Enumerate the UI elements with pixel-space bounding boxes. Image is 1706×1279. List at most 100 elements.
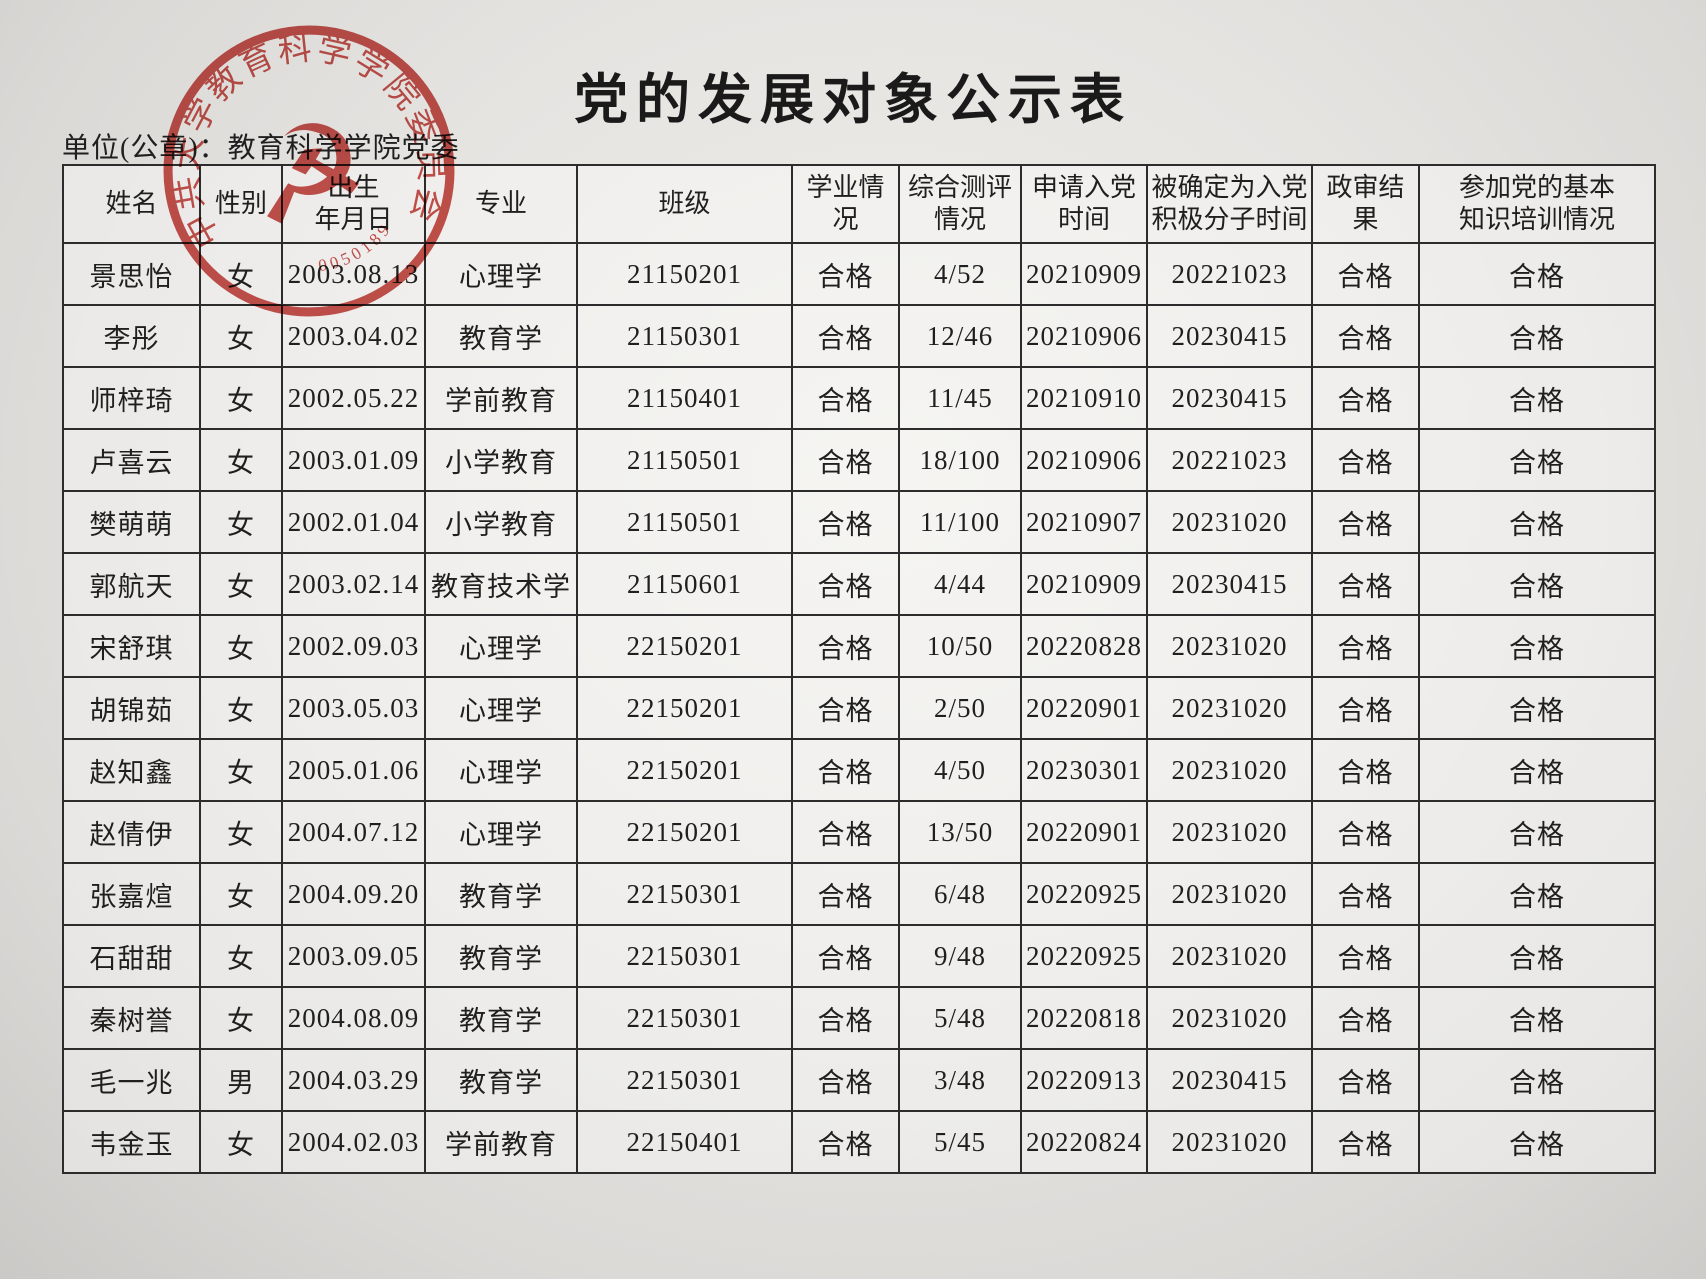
table-cell: 20220824 xyxy=(1020,1110,1148,1174)
table-cell: 合格 xyxy=(1311,304,1420,368)
table-cell: 20230301 xyxy=(1020,738,1148,802)
table-cell: 教育学 xyxy=(424,986,578,1050)
table-cell: 心理学 xyxy=(424,738,578,802)
table-cell: 21150501 xyxy=(576,490,793,554)
table-cell: 女 xyxy=(199,1110,283,1174)
table-row: 樊萌萌女 2002.01.04 小学教育 21150501 合格 11/100 202109… xyxy=(62,490,1656,554)
table-cell: 4/52 xyxy=(898,242,1022,306)
table-cell: 女 xyxy=(199,490,283,554)
table-cell: 22150301 xyxy=(576,862,793,926)
table-cell: 20210909 xyxy=(1020,552,1148,616)
table-cell: 学前教育 xyxy=(424,1110,578,1174)
table-cell: 2003.02.14 xyxy=(281,552,426,616)
table-cell: 20221023 xyxy=(1146,242,1313,306)
page-title: 党的发展对象公示表 xyxy=(574,70,1132,130)
table-row: 师梓琦女 2002.05.22 学前教育 21150401 合格 11/45 2021091… xyxy=(62,366,1656,430)
column-header: 出生 年月日 xyxy=(281,164,426,244)
table-cell: 20220818 xyxy=(1020,986,1148,1050)
table-cell: 20231020 xyxy=(1146,490,1313,554)
column-header: 专业 xyxy=(424,164,578,244)
table-cell: 20221023 xyxy=(1146,428,1313,492)
table-cell: 20231020 xyxy=(1146,924,1313,988)
table-cell: 21150601 xyxy=(576,552,793,616)
table-cell: 秦树誉 xyxy=(62,986,201,1050)
table-cell: 合格 xyxy=(1311,242,1420,306)
table-cell: 女 xyxy=(199,614,283,678)
table-cell: 2/50 xyxy=(898,676,1022,740)
table-cell: 22150401 xyxy=(576,1110,793,1174)
table-cell: 2004.09.20 xyxy=(281,862,426,926)
table-cell: 教育学 xyxy=(424,304,578,368)
table-cell: 合格 xyxy=(791,738,900,802)
table-cell: 合格 xyxy=(791,676,900,740)
table-cell: 21150401 xyxy=(576,366,793,430)
table-cell: 合格 xyxy=(1418,428,1656,492)
table-cell: 合格 xyxy=(1311,1110,1420,1174)
table-cell: 22150301 xyxy=(576,986,793,1050)
table-cell: 男 xyxy=(199,1048,283,1112)
table-cell: 卢喜云 xyxy=(62,428,201,492)
table-row: 赵知鑫女 2005.01.06 心理学 22150201 合格 4/50 20230301 2… xyxy=(62,738,1656,802)
table-cell: 13/50 xyxy=(898,800,1022,864)
table-cell: 合格 xyxy=(1418,1110,1656,1174)
table-cell: 18/100 xyxy=(898,428,1022,492)
table-cell: 11/100 xyxy=(898,490,1022,554)
table-cell: 教育学 xyxy=(424,924,578,988)
table-cell: 20231020 xyxy=(1146,1110,1313,1174)
table-cell: 合格 xyxy=(1418,614,1656,678)
table-row: 石甜甜女 2003.09.05 教育学 22150301 合格 9/48 20220925 2… xyxy=(62,924,1656,988)
table-row: 宋舒琪女 2002.09.03 心理学 22150201 合格 10/50 20220828… xyxy=(62,614,1656,678)
table-cell: 2003.01.09 xyxy=(281,428,426,492)
table-cell: 合格 xyxy=(791,986,900,1050)
table-cell: 女 xyxy=(199,676,283,740)
table-cell: 心理学 xyxy=(424,800,578,864)
table-cell: 21150201 xyxy=(576,242,793,306)
table-cell: 合格 xyxy=(791,490,900,554)
header-row: 姓名 性别 出生 年月日 专业 班级 学业情况 综合测评 情况 申请入党 时间 被确定为入党 积… xyxy=(62,164,1656,244)
table-cell: 合格 xyxy=(1311,552,1420,616)
table-cell: 女 xyxy=(199,924,283,988)
table-cell: 2003.09.05 xyxy=(281,924,426,988)
table-cell: 2003.05.03 xyxy=(281,676,426,740)
table-cell: 12/46 xyxy=(898,304,1022,368)
table-cell: 学前教育 xyxy=(424,366,578,430)
table-cell: 女 xyxy=(199,800,283,864)
table-cell: 樊萌萌 xyxy=(62,490,201,554)
table-cell: 2005.01.06 xyxy=(281,738,426,802)
table-cell: 20220925 xyxy=(1020,862,1148,926)
table-cell: 2002.05.22 xyxy=(281,366,426,430)
table-cell: 21150301 xyxy=(576,304,793,368)
table-cell: 合格 xyxy=(1418,924,1656,988)
table-cell: 20210909 xyxy=(1020,242,1148,306)
table-row: 李彤女 2003.04.02 教育学 21150301 合格 12/46 20210906 2… xyxy=(62,304,1656,368)
table-cell: 4/44 xyxy=(898,552,1022,616)
table-cell: 合格 xyxy=(791,242,900,306)
table-cell: 6/48 xyxy=(898,862,1022,926)
table-cell: 合格 xyxy=(1418,800,1656,864)
table-cell: 合格 xyxy=(791,366,900,430)
table-cell: 2003.04.02 xyxy=(281,304,426,368)
table-cell: 4/50 xyxy=(898,738,1022,802)
table-cell: 合格 xyxy=(1418,676,1656,740)
table-row: 张嘉煊女 2004.09.20 教育学 22150301 合格 6/48 20220925 2… xyxy=(62,862,1656,926)
table-cell: 女 xyxy=(199,366,283,430)
table-cell: 20231020 xyxy=(1146,738,1313,802)
table-cell: 2004.07.12 xyxy=(281,800,426,864)
table-cell: 心理学 xyxy=(424,242,578,306)
table-cell: 20210906 xyxy=(1020,304,1148,368)
table-cell: 20210906 xyxy=(1020,428,1148,492)
candidates-table: 姓名 性别 出生 年月日 专业 班级 学业情况 综合测评 情况 申请入党 时间 被确定为入党 积… xyxy=(62,164,1656,1174)
table-cell: 合格 xyxy=(791,800,900,864)
table-cell: 心理学 xyxy=(424,676,578,740)
table-cell: 合格 xyxy=(791,552,900,616)
table-cell: 赵倩伊 xyxy=(62,800,201,864)
table-cell: 教育学 xyxy=(424,1048,578,1112)
table-cell: 毛一兆 xyxy=(62,1048,201,1112)
table-cell: 20230415 xyxy=(1146,552,1313,616)
table-cell: 合格 xyxy=(1311,862,1420,926)
table-cell: 心理学 xyxy=(424,614,578,678)
table-cell: 李彤 xyxy=(62,304,201,368)
column-header: 班级 xyxy=(576,164,793,244)
table-cell: 合格 xyxy=(1418,242,1656,306)
table-cell: 合格 xyxy=(1418,304,1656,368)
